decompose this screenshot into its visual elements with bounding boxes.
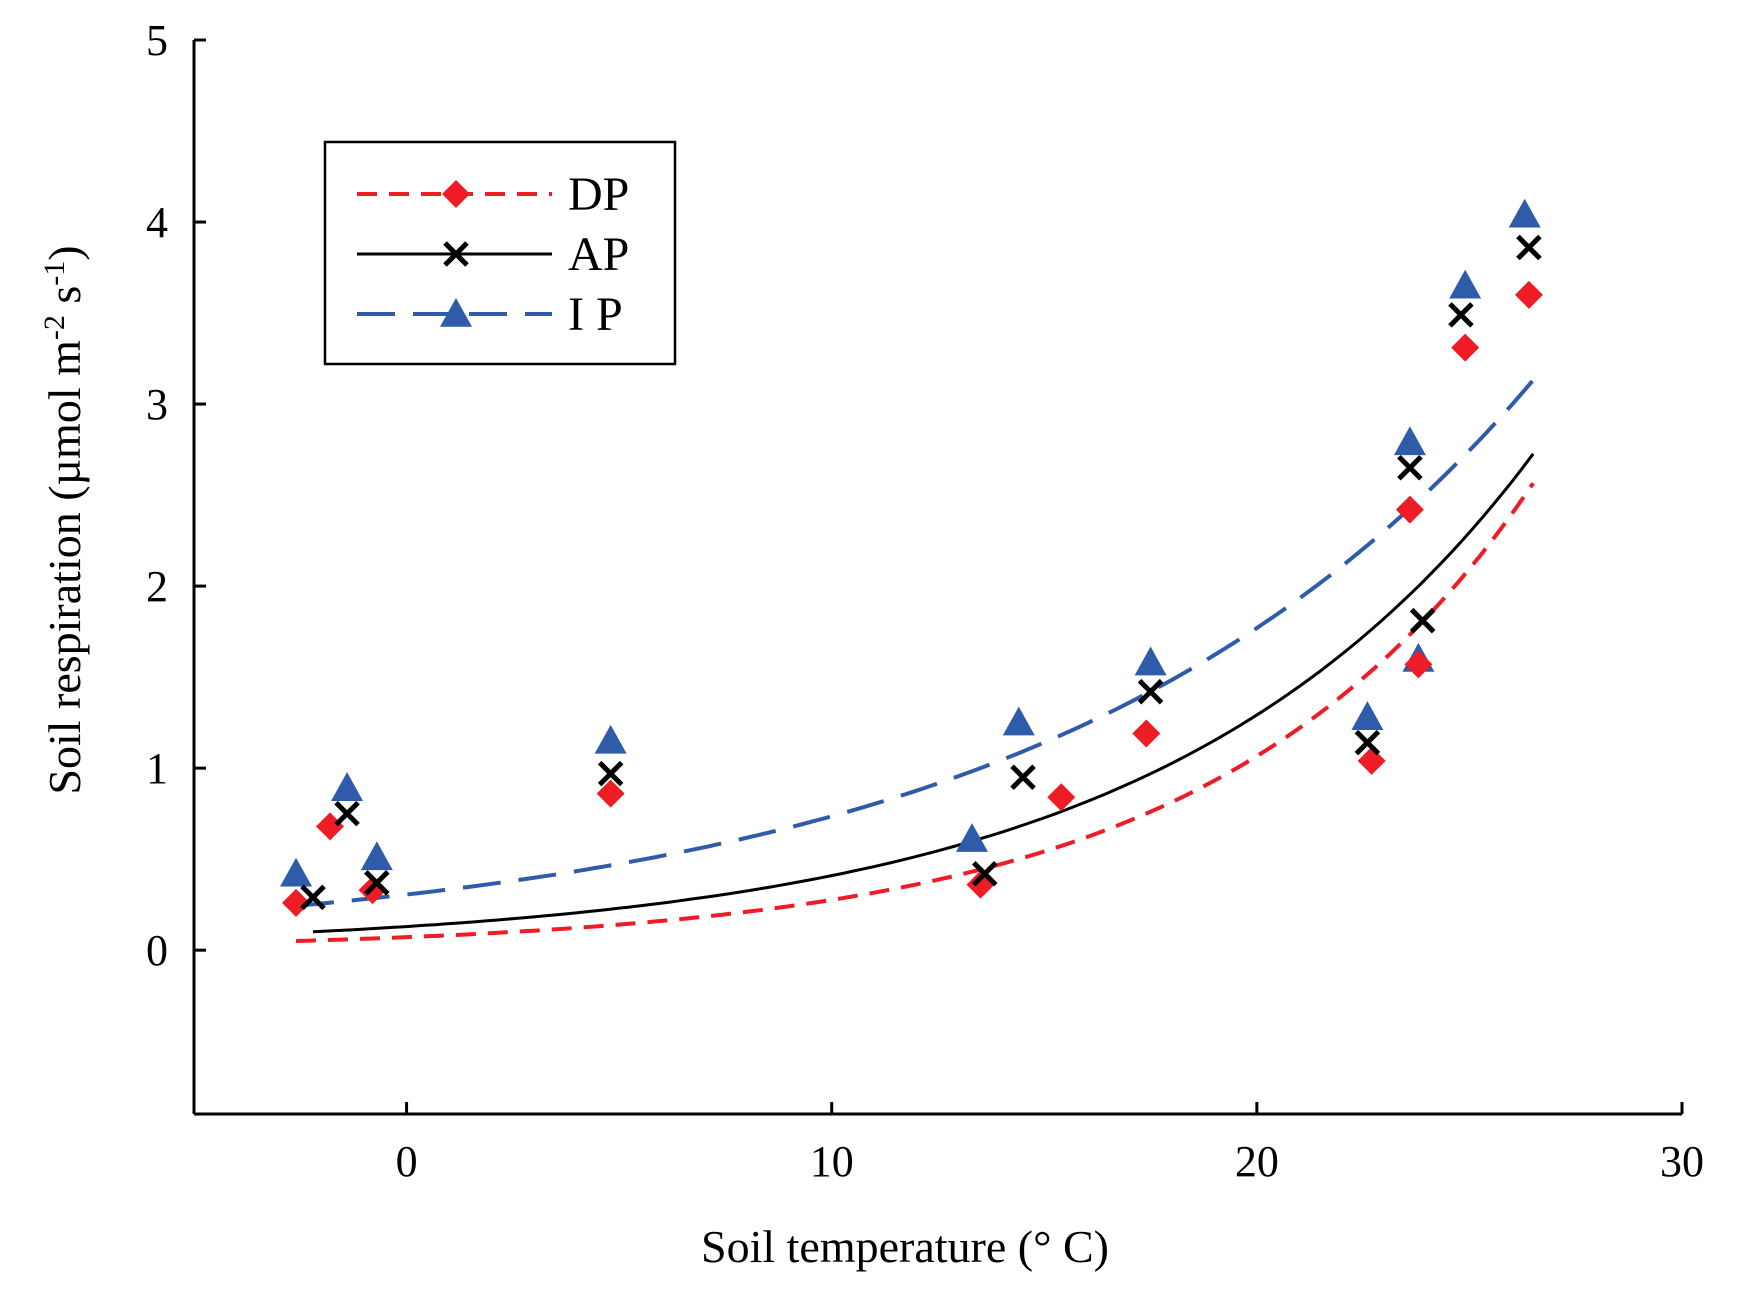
x-axis-title: Soil temperature (° C) — [701, 1221, 1109, 1272]
y-tick-label-0: 0 — [146, 926, 168, 975]
legend-entries: DP AP I P — [357, 168, 629, 341]
point-dp-0 — [282, 888, 311, 917]
point-ap-11 — [1516, 234, 1542, 261]
point-ip-0 — [280, 857, 313, 887]
y-tick-label-2: 2 — [146, 562, 168, 611]
fit-curves — [295, 378, 1535, 943]
point-ap-10 — [1448, 302, 1474, 328]
point-ap-8 — [1397, 455, 1423, 481]
point-dp-8 — [1395, 495, 1424, 524]
point-dp-6 — [1132, 719, 1161, 748]
point-dp-9 — [1404, 650, 1433, 679]
point-ap-6 — [1137, 678, 1164, 705]
point-ip-7 — [1351, 701, 1384, 730]
point-ip-3 — [594, 724, 627, 754]
point-ap-7 — [1354, 729, 1381, 756]
point-dp-5 — [1047, 783, 1076, 812]
ticks: 0 1 2 3 4 5 0 10 20 30 — [146, 16, 1704, 1186]
legend: DP AP I P — [323, 140, 677, 366]
legend-marker-dp — [442, 180, 470, 208]
point-dp-3 — [596, 779, 625, 808]
fit-curve-ap — [312, 452, 1535, 934]
x-tick-label-30: 30 — [1660, 1137, 1704, 1186]
legend-marker-ap — [443, 241, 469, 267]
x-tick-label-0: 0 — [396, 1137, 418, 1186]
y-axis-title: Soil respiration (µmol m-2 s-1) — [38, 245, 91, 794]
point-ap-2 — [364, 870, 390, 896]
point-dp-10 — [1451, 333, 1480, 362]
legend-label-dp: DP — [568, 168, 629, 221]
legend-label-ip: I P — [568, 288, 623, 341]
legend-marker-ip — [440, 298, 472, 327]
point-ip-1 — [331, 772, 364, 801]
point-ip-2 — [360, 841, 393, 871]
data-markers — [280, 198, 1543, 917]
point-ap-0 — [300, 884, 326, 911]
fit-curve-dp — [295, 482, 1535, 943]
point-ip-10 — [1449, 269, 1482, 299]
point-dp-11 — [1514, 280, 1543, 309]
y-tick-label-3: 3 — [146, 380, 168, 429]
point-ap-3 — [597, 760, 624, 787]
point-ip-4 — [956, 823, 989, 852]
point-ap-9 — [1409, 607, 1436, 634]
legend-label-ap: AP — [568, 228, 629, 281]
y-tick-label-4: 4 — [146, 198, 168, 247]
point-ip-5 — [1002, 706, 1035, 736]
point-dp-7 — [1357, 746, 1386, 775]
point-ip-6 — [1134, 646, 1167, 676]
point-ip-8 — [1393, 426, 1426, 456]
fit-curve-ip — [295, 378, 1535, 908]
point-dp-1 — [316, 812, 345, 841]
x-tick-label-10: 10 — [810, 1137, 854, 1186]
x-tick-label-20: 20 — [1235, 1137, 1279, 1186]
axes — [192, 40, 1682, 1116]
point-ap-4 — [971, 860, 998, 887]
y-tick-label-1: 1 — [146, 744, 168, 793]
point-ip-11 — [1508, 198, 1541, 228]
point-ap-1 — [334, 800, 360, 827]
y-tick-label-5: 5 — [146, 16, 168, 65]
point-ap-5 — [1010, 764, 1036, 791]
